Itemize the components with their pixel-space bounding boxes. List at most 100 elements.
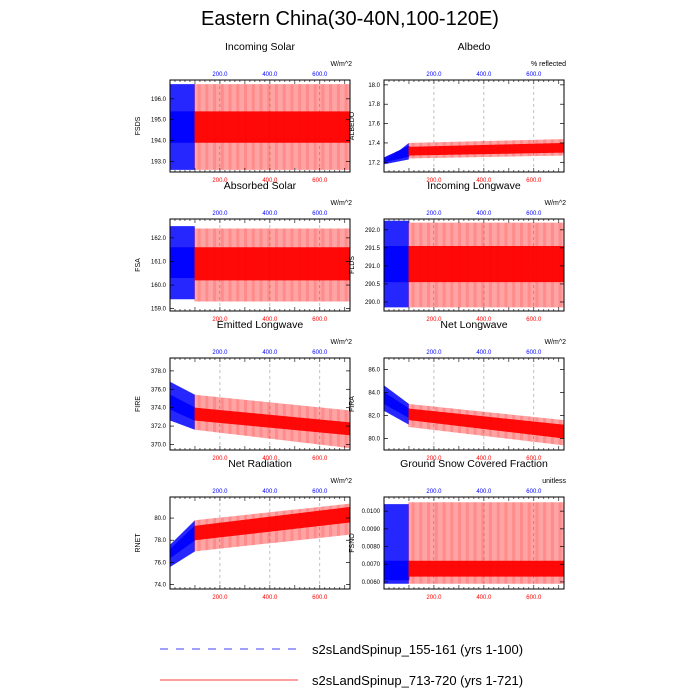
x-tick-label-top-fira-2: 600.0 (526, 350, 542, 356)
x-tick-label-top-flds-0: 200.0 (426, 211, 442, 217)
main-title: Eastern China(30-40N,100-120E) (201, 8, 499, 30)
x-tick-label-top-rnet-0: 200.0 (212, 489, 228, 495)
x-tick-label-top-fsno-2: 600.0 (526, 489, 542, 495)
series-band-flds-1 (408, 246, 564, 283)
x-tick-label-bottom-fsa-1: 400.0 (262, 317, 278, 323)
x-tick-label-bottom-fsa-0: 200.0 (212, 317, 228, 323)
x-tick-label-top-flds-1: 400.0 (476, 211, 492, 217)
x-tick-label-bottom-fsno-0: 200.0 (426, 595, 442, 601)
y-tick-label-fsa-3: 162.0 (151, 236, 167, 242)
y-tick-label-fsno-2: 0.0080 (362, 545, 381, 551)
panel-title-fsa: Absorbed Solar (224, 180, 297, 192)
x-tick-label-bottom-rnet-0: 200.0 (212, 595, 228, 601)
x-tick-label-top-rnet-2: 600.0 (312, 489, 328, 495)
y-tick-label-flds-4: 292.0 (365, 228, 381, 234)
y-axis-label-fsa: FSA (135, 258, 142, 272)
series-band-fsds-1 (194, 111, 350, 143)
x-tick-label-top-fira-0: 200.0 (426, 350, 442, 356)
y-tick-label-flds-2: 291.0 (365, 264, 381, 270)
y-tick-label-fira-3: 86.0 (368, 368, 380, 374)
x-tick-label-bottom-albedo-2: 600.0 (526, 178, 542, 184)
x-tick-label-top-fsds-2: 600.0 (312, 72, 328, 78)
units-label-flds: W/m^2 (544, 200, 566, 207)
y-tick-label-flds-0: 290.0 (365, 300, 381, 306)
x-tick-label-bottom-albedo-1: 400.0 (476, 178, 492, 184)
y-tick-label-fsa-0: 159.0 (151, 307, 167, 313)
y-axis-label-fire: FIRE (135, 396, 142, 412)
plot-frame-fira (383, 357, 565, 451)
legend-label-1: s2sLandSpinup_713-720 (yrs 1-721) (312, 673, 523, 688)
y-axis-label-fsno: FSNO (349, 533, 356, 553)
x-tick-label-bottom-fire-2: 600.0 (312, 456, 328, 462)
legend-label-0: s2sLandSpinup_155-161 (yrs 1-100) (312, 642, 523, 657)
y-tick-label-fire-2: 374.0 (151, 406, 167, 412)
x-tick-label-bottom-flds-1: 400.0 (476, 317, 492, 323)
units-label-fsds: W/m^2 (330, 61, 352, 68)
y-tick-label-fsa-2: 161.0 (151, 259, 167, 265)
data-area-rnet (170, 503, 350, 567)
panel-title-rnet: Net Radiation (228, 458, 292, 470)
y-tick-label-rnet-0: 74.0 (154, 583, 166, 589)
units-label-fsno: unitless (542, 478, 566, 485)
series-band-albedo-1 (408, 142, 564, 156)
y-tick-label-flds-3: 291.5 (365, 246, 381, 252)
series-band-fsds-0 (170, 111, 196, 143)
x-tick-label-bottom-fira-0: 200.0 (426, 456, 442, 462)
panel-title-fsds: Incoming Solar (225, 41, 296, 53)
y-tick-label-fire-0: 370.0 (151, 442, 167, 448)
y-tick-label-fira-0: 80.0 (368, 437, 380, 443)
x-tick-label-top-fsa-0: 200.0 (212, 211, 228, 217)
x-tick-label-top-fsds-1: 400.0 (262, 72, 278, 78)
y-tick-label-fsno-1: 0.0070 (362, 562, 381, 568)
x-tick-label-bottom-flds-2: 600.0 (526, 317, 542, 323)
y-tick-label-fira-1: 82.0 (368, 414, 380, 420)
y-tick-label-fsds-1: 194.0 (151, 139, 167, 145)
units-label-albedo: % reflected (531, 61, 566, 68)
x-tick-label-bottom-fsno-1: 400.0 (476, 595, 492, 601)
y-tick-label-fire-3: 376.0 (151, 387, 167, 393)
panel-title-fsno: Ground Snow Covered Fraction (400, 458, 548, 470)
y-axis-label-albedo: ALBEDO (349, 111, 356, 140)
x-tick-label-bottom-fsds-2: 600.0 (312, 178, 328, 184)
x-tick-label-bottom-rnet-2: 600.0 (312, 595, 328, 601)
y-tick-label-flds-1: 290.5 (365, 282, 381, 288)
y-tick-label-fira-2: 84.0 (368, 391, 380, 397)
y-axis-label-fsds: FSDS (135, 116, 142, 135)
x-tick-label-top-fsno-1: 400.0 (476, 489, 492, 495)
data-area-fsa (170, 226, 350, 302)
x-tick-label-bottom-fira-2: 600.0 (526, 456, 542, 462)
series-band-fsno-0 (384, 560, 410, 581)
units-label-fsa: W/m^2 (330, 200, 352, 207)
y-tick-label-albedo-1: 17.4 (368, 141, 380, 147)
series-band-flds-0 (384, 246, 410, 283)
y-tick-label-fsds-3: 196.0 (151, 97, 167, 103)
y-tick-label-fire-1: 372.0 (151, 424, 167, 430)
data-area-flds (384, 220, 564, 308)
x-tick-label-top-fire-0: 200.0 (212, 350, 228, 356)
x-tick-label-bottom-fire-0: 200.0 (212, 456, 228, 462)
panel-title-fire: Emitted Longwave (217, 319, 304, 331)
x-tick-label-bottom-fsds-0: 200.0 (212, 178, 228, 184)
y-tick-label-fsds-2: 195.0 (151, 118, 167, 124)
series-envelope-fsno-1 (408, 502, 564, 584)
data-area-fsds (170, 84, 350, 170)
x-tick-label-top-fsa-1: 400.0 (262, 211, 278, 217)
y-tick-label-fsno-3: 0.0090 (362, 527, 381, 533)
y-axis-label-flds: FLDS (349, 256, 356, 274)
y-tick-label-fire-4: 378.0 (151, 369, 167, 375)
x-tick-label-bottom-fire-1: 400.0 (262, 456, 278, 462)
units-label-rnet: W/m^2 (330, 478, 352, 485)
y-tick-label-albedo-4: 18.0 (368, 83, 380, 89)
x-tick-label-bottom-fsno-2: 600.0 (526, 595, 542, 601)
y-tick-label-fsno-4: 0.0100 (362, 509, 381, 515)
panel-title-albedo: Albedo (458, 41, 491, 53)
panel-title-flds: Incoming Longwave (427, 180, 521, 192)
y-tick-label-fsa-1: 160.0 (151, 283, 167, 289)
units-label-fira: W/m^2 (544, 339, 566, 346)
x-tick-label-top-rnet-1: 400.0 (262, 489, 278, 495)
x-tick-label-top-albedo-2: 600.0 (526, 72, 542, 78)
x-tick-label-bottom-rnet-1: 400.0 (262, 595, 278, 601)
x-tick-label-top-albedo-0: 200.0 (426, 72, 442, 78)
y-axis-label-rnet: RNET (135, 533, 142, 553)
